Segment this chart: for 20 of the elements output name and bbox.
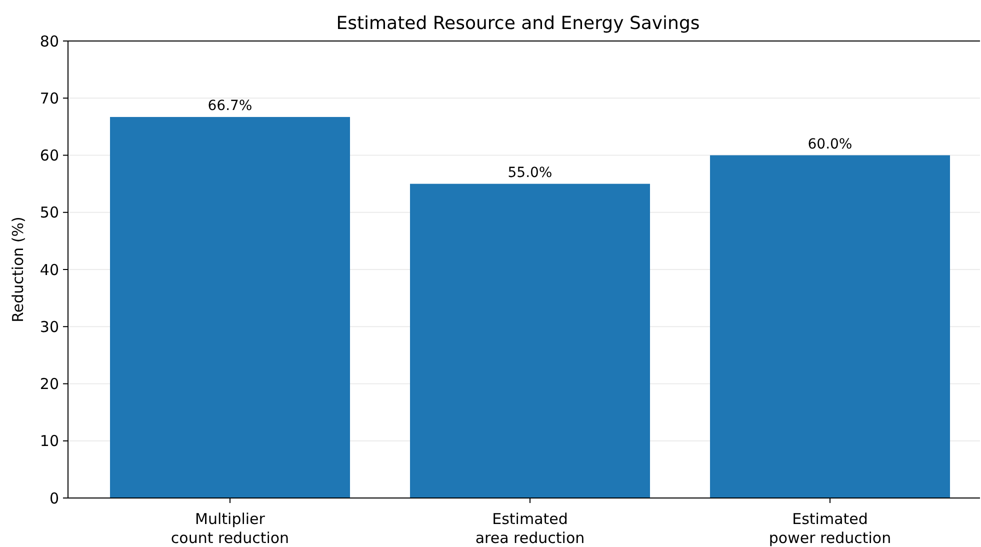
y-tick-label: 20 xyxy=(40,375,59,393)
x-tick-label: Multiplier count reduction xyxy=(170,510,290,547)
y-tick-label: 40 xyxy=(40,260,59,279)
y-tick-label: 50 xyxy=(40,204,59,222)
y-tick-label: 70 xyxy=(40,89,59,108)
y-axis-title: Reduction (%) xyxy=(9,216,27,322)
x-tick-label: Estimated power reduction xyxy=(768,510,892,547)
y-tick-label: 30 xyxy=(40,318,59,336)
bar xyxy=(710,155,950,498)
data-label: 55.0% xyxy=(508,164,552,181)
y-tick-label: 60 xyxy=(40,146,59,164)
bar xyxy=(110,116,350,498)
x-tick-label: Estimated area reduction xyxy=(475,510,585,547)
data-label: 60.0% xyxy=(808,136,852,152)
bar xyxy=(410,184,650,498)
y-tick-label: 80 xyxy=(40,32,59,50)
data-label: 66.7% xyxy=(208,98,252,114)
chart-title: Estimated Resource and Energy Savings xyxy=(336,13,700,34)
y-tick-label: 0 xyxy=(49,489,59,508)
y-tick-label: 10 xyxy=(40,432,59,450)
